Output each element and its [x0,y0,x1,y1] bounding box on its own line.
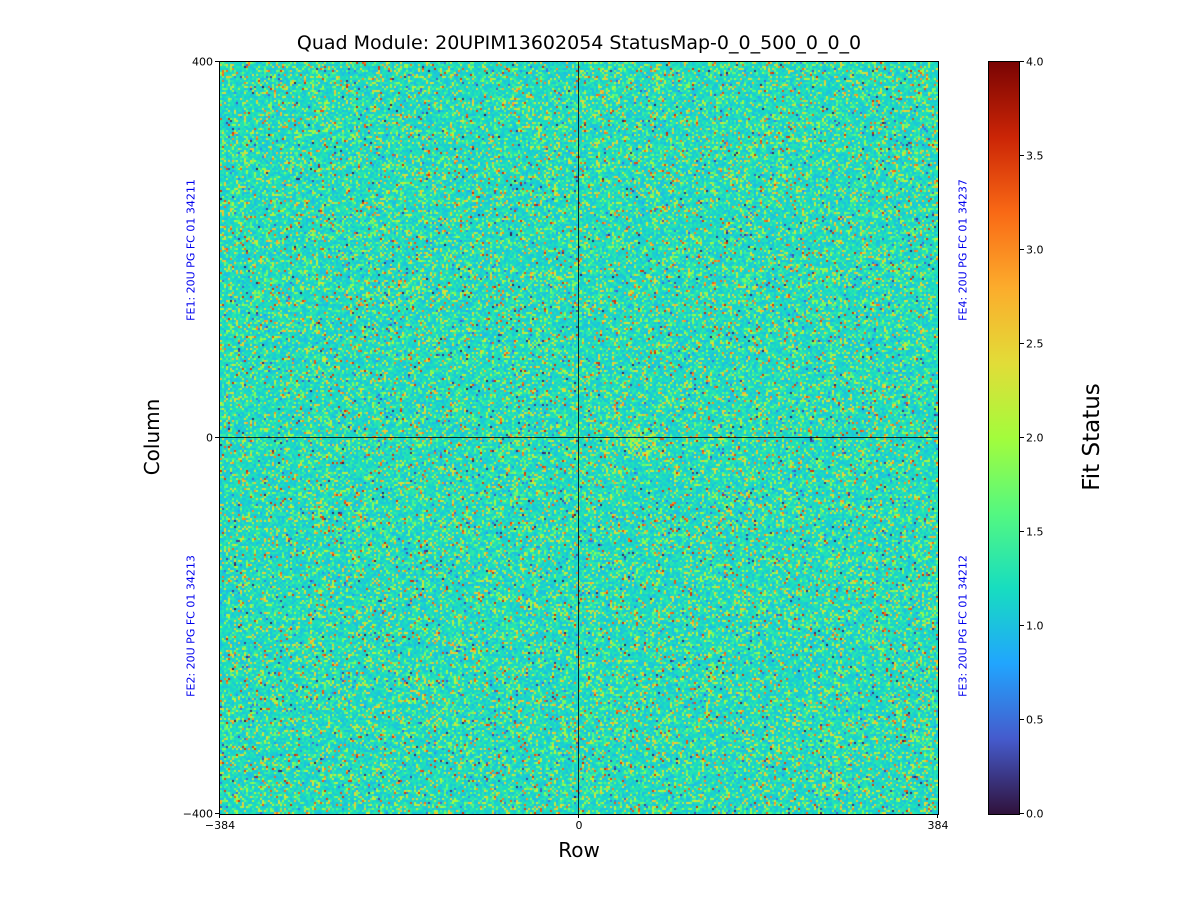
quadrant-divider-vertical [578,62,579,814]
colorbar-tick-label: 0.5 [1026,713,1044,727]
x-tick-label: −384 [204,819,236,832]
y-tick-label: 400 [192,55,213,69]
y-tick-mark [215,437,219,438]
y-axis-label: Column [140,398,164,476]
colorbar-tick-mark [1020,719,1024,720]
x-tick-mark [219,814,220,818]
colorbar [988,61,1020,815]
colorbar-tick-label: 3.5 [1026,149,1044,163]
y-tick-mark [215,813,219,814]
quadrant-label-fe2: FE2: 20U PG FC 01 34213 [184,555,198,697]
colorbar-tick-label: 0.0 [1026,807,1044,821]
colorbar-tick-label: 3.0 [1026,243,1044,257]
colorbar-tick-mark [1020,625,1024,626]
x-tick-mark [937,814,938,818]
colorbar-tick-label: 4.0 [1026,55,1044,69]
quadrant-label-fe1: FE1: 20U PG FC 01 34211 [184,179,198,321]
colorbar-tick-label: 2.0 [1026,431,1044,445]
colorbar-tick-label: 1.5 [1026,525,1044,539]
y-tick-label: 0 [206,431,213,445]
colorbar-tick-mark [1020,531,1024,532]
colorbar-tick-label: 2.5 [1026,337,1044,351]
colorbar-tick-mark [1020,813,1024,814]
colorbar-tick-mark [1020,437,1024,438]
x-tick-label: 0 [575,819,583,832]
colorbar-label: Fit Status [1079,383,1105,491]
y-tick-label: −400 [182,807,213,821]
x-tick-mark [578,814,579,818]
heatmap-canvas [220,62,938,814]
colorbar-tick-mark [1020,249,1024,250]
y-tick-mark [215,61,219,62]
quadrant-divider-horizontal [220,437,938,438]
quadrant-label-fe4: FE4: 20U PG FC 01 34237 [956,179,970,321]
colorbar-tick-mark [1020,343,1024,344]
x-tick-label: 384 [927,819,949,832]
plot-area [219,61,939,815]
colorbar-tick-mark [1020,155,1024,156]
plot-title: Quad Module: 20UPIM13602054 StatusMap-0_… [296,32,862,54]
colorbar-tick-mark [1020,61,1024,62]
colorbar-tick-label: 1.0 [1026,619,1044,633]
quadrant-label-fe3: FE3: 20U PG FC 01 34212 [956,555,970,697]
x-axis-label: Row [558,838,600,862]
